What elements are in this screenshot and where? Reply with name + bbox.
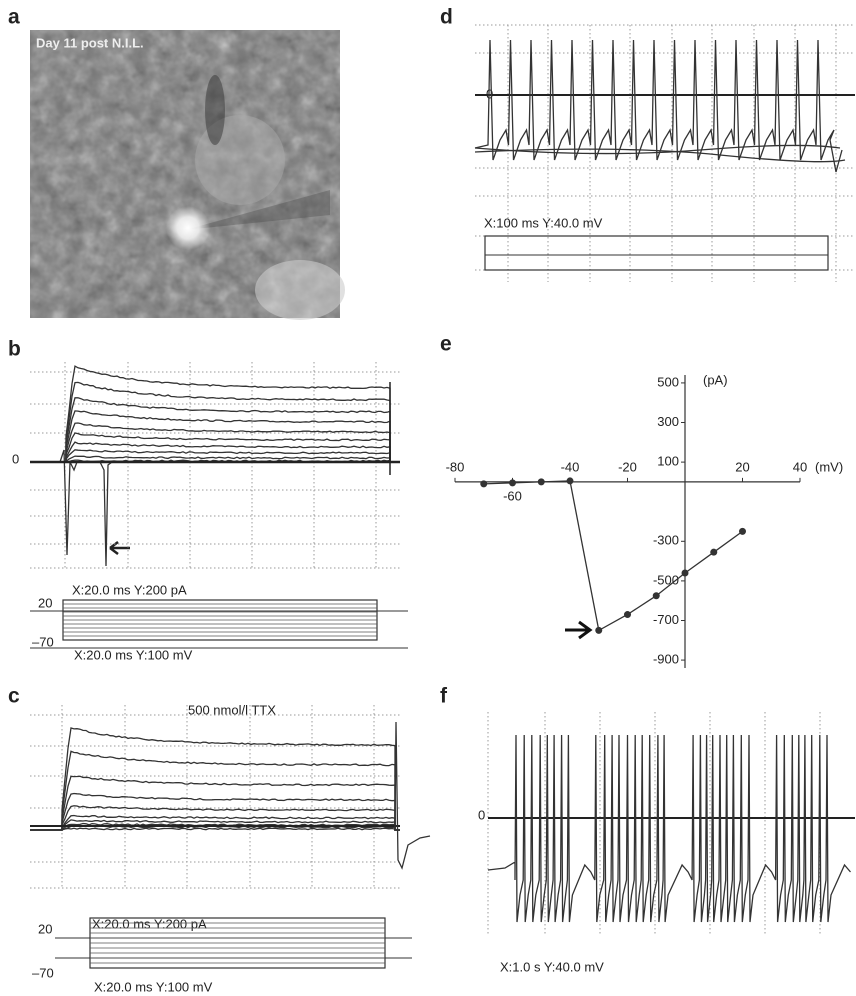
iv-line bbox=[483, 480, 743, 632]
trace bbox=[30, 441, 400, 463]
trace bbox=[30, 827, 400, 831]
y-tick-label: 500 bbox=[657, 374, 679, 389]
x-tick-label: 40 bbox=[793, 459, 807, 474]
trace bbox=[30, 365, 400, 463]
trace bbox=[30, 775, 400, 831]
iv-point bbox=[624, 611, 631, 619]
iv-point bbox=[710, 548, 718, 556]
iv-point bbox=[739, 527, 746, 535]
trace bbox=[30, 432, 400, 463]
trace bbox=[394, 721, 431, 870]
scale-label: X:20.0 ms Y:200 pA bbox=[72, 582, 187, 597]
trace bbox=[30, 750, 400, 831]
y-axis-label: (pA) bbox=[703, 372, 728, 387]
x-tick-label: -40 bbox=[561, 459, 580, 474]
trace bbox=[99, 461, 113, 567]
micrograph: Day 11 post N.I.L. bbox=[30, 30, 345, 320]
scale-label: X:1.0 s Y:40.0 mV bbox=[500, 959, 604, 974]
y-tick-label: 300 bbox=[657, 414, 679, 429]
trace bbox=[59, 449, 78, 556]
trace bbox=[30, 381, 400, 463]
trace bbox=[30, 792, 400, 831]
x-tick-label: -20 bbox=[618, 459, 637, 474]
x-axis-label: (mV) bbox=[815, 459, 843, 474]
panel-label: e bbox=[440, 333, 452, 356]
y-tick-label: -700 bbox=[653, 612, 679, 627]
scale-label: X:20.0 ms Y:100 mV bbox=[74, 647, 193, 662]
panel-label: a bbox=[8, 6, 20, 29]
trace bbox=[30, 455, 400, 463]
iv-point bbox=[652, 592, 660, 600]
caption: Day 11 post N.I.L. bbox=[36, 35, 144, 50]
trace bbox=[474, 148, 846, 163]
scale-label: X:20.0 ms Y:200 pA bbox=[92, 916, 207, 931]
x-tick-label: 20 bbox=[735, 459, 749, 474]
step-label: –70 bbox=[32, 965, 54, 980]
panel-label: d bbox=[440, 6, 453, 29]
iv-point bbox=[509, 479, 516, 487]
zero-label: 0 bbox=[478, 807, 485, 822]
zero-label: 0 bbox=[12, 451, 19, 466]
trace bbox=[30, 819, 400, 831]
panel-label: b bbox=[8, 338, 21, 361]
trace bbox=[30, 422, 400, 463]
y-tick-label: -500 bbox=[653, 572, 679, 587]
scale-label: X:100 ms Y:40.0 mV bbox=[484, 215, 603, 230]
iv-point bbox=[595, 626, 603, 634]
arrow bbox=[565, 620, 593, 640]
trace bbox=[30, 727, 400, 831]
iv-point bbox=[566, 477, 574, 485]
trace bbox=[30, 805, 400, 831]
y-tick-label: -300 bbox=[653, 533, 679, 548]
step-label: 20 bbox=[38, 921, 52, 936]
panel-label: f bbox=[440, 685, 448, 708]
scale-label: X:20.0 ms Y:100 mV bbox=[94, 979, 213, 994]
trace bbox=[30, 449, 400, 463]
iv-point bbox=[480, 480, 488, 488]
y-tick-label: 100 bbox=[657, 454, 679, 469]
drug-label: 500 nmol/l TTX bbox=[188, 702, 276, 717]
step-label: –70 bbox=[32, 634, 54, 649]
iv-point bbox=[537, 478, 545, 486]
trace bbox=[474, 144, 841, 155]
iv-point bbox=[681, 569, 689, 577]
trace bbox=[487, 734, 851, 923]
y-tick-label: -900 bbox=[653, 652, 679, 667]
x-tick-label: -80 bbox=[446, 459, 465, 474]
trace bbox=[30, 410, 400, 463]
step-label: 20 bbox=[38, 595, 52, 610]
x-tick-label: -60 bbox=[503, 488, 522, 503]
trace bbox=[30, 814, 400, 831]
trace bbox=[30, 397, 400, 463]
step-box bbox=[484, 235, 829, 271]
panel-label: c bbox=[8, 685, 20, 708]
trace bbox=[474, 39, 843, 173]
arrow bbox=[109, 541, 130, 555]
